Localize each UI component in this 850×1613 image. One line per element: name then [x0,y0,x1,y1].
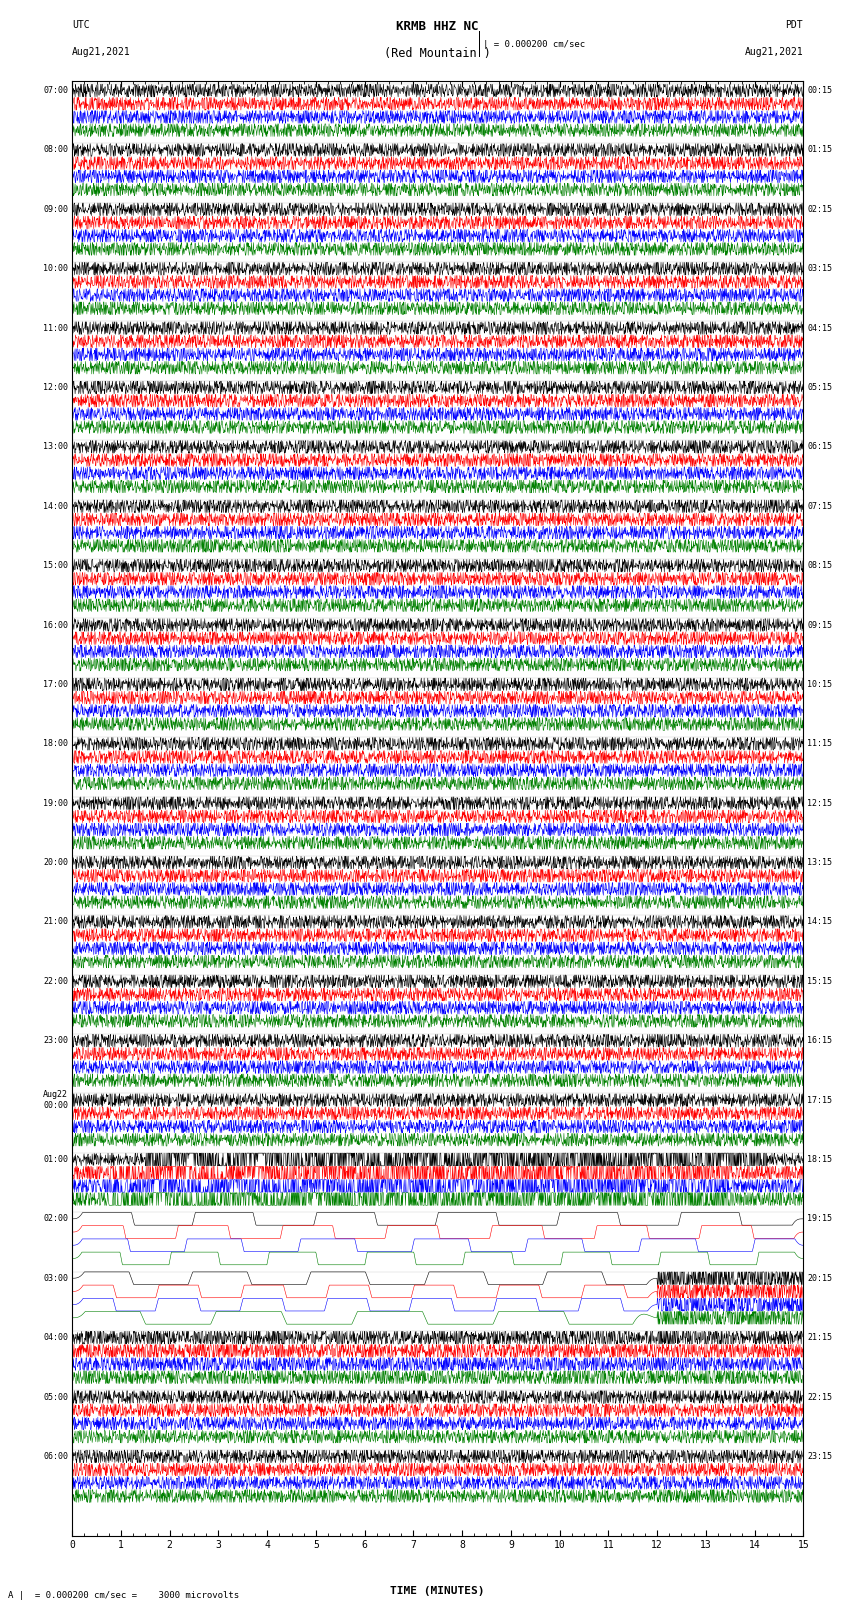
Text: 23:15: 23:15 [808,1452,832,1461]
Text: 06:00: 06:00 [43,1452,68,1461]
Text: 17:00: 17:00 [43,681,68,689]
Text: 08:15: 08:15 [808,561,832,569]
Text: Aug21,2021: Aug21,2021 [72,47,131,56]
Text: 21:00: 21:00 [43,918,68,926]
Text: 03:00: 03:00 [43,1274,68,1282]
Text: 14:15: 14:15 [808,918,832,926]
Text: 02:00: 02:00 [43,1215,68,1223]
Text: 13:15: 13:15 [808,858,832,868]
Text: 21:15: 21:15 [808,1332,832,1342]
Text: 01:15: 01:15 [808,145,832,155]
Text: 09:00: 09:00 [43,205,68,215]
Text: Aug22
00:00: Aug22 00:00 [43,1090,68,1110]
Text: 16:00: 16:00 [43,621,68,629]
Text: 14:00: 14:00 [43,502,68,511]
Text: UTC: UTC [72,19,90,31]
Text: 22:15: 22:15 [808,1392,832,1402]
Text: TIME (MINUTES): TIME (MINUTES) [390,1586,485,1595]
Text: 15:00: 15:00 [43,561,68,569]
Text: 19:15: 19:15 [808,1215,832,1223]
Text: 03:15: 03:15 [808,265,832,273]
Text: 09:15: 09:15 [808,621,832,629]
Text: Aug21,2021: Aug21,2021 [745,47,803,56]
Text: 10:15: 10:15 [808,681,832,689]
Text: 08:00: 08:00 [43,145,68,155]
Text: 20:15: 20:15 [808,1274,832,1282]
Text: 17:15: 17:15 [808,1095,832,1105]
Text: 23:00: 23:00 [43,1036,68,1045]
Text: 11:00: 11:00 [43,324,68,332]
Text: 12:15: 12:15 [808,798,832,808]
Text: 22:00: 22:00 [43,977,68,986]
Text: A |  = 0.000200 cm/sec =    3000 microvolts: A | = 0.000200 cm/sec = 3000 microvolts [8,1590,240,1600]
Text: 04:00: 04:00 [43,1332,68,1342]
Text: 00:15: 00:15 [808,85,832,95]
Text: 18:15: 18:15 [808,1155,832,1165]
Text: 11:15: 11:15 [808,739,832,748]
Text: 04:15: 04:15 [808,324,832,332]
Text: 20:00: 20:00 [43,858,68,868]
Text: (Red Mountain ): (Red Mountain ) [384,47,491,60]
Text: 05:00: 05:00 [43,1392,68,1402]
Text: 05:15: 05:15 [808,382,832,392]
Text: 10:00: 10:00 [43,265,68,273]
Text: 07:15: 07:15 [808,502,832,511]
Text: 16:15: 16:15 [808,1036,832,1045]
Text: KRMB HHZ NC: KRMB HHZ NC [396,19,479,34]
Text: 02:15: 02:15 [808,205,832,215]
Text: 06:15: 06:15 [808,442,832,452]
Text: 07:00: 07:00 [43,85,68,95]
Text: | = 0.000200 cm/sec: | = 0.000200 cm/sec [483,40,585,48]
Text: 12:00: 12:00 [43,382,68,392]
Text: 13:00: 13:00 [43,442,68,452]
Text: 18:00: 18:00 [43,739,68,748]
Text: PDT: PDT [785,19,803,31]
Text: 19:00: 19:00 [43,798,68,808]
Text: 15:15: 15:15 [808,977,832,986]
Text: 01:00: 01:00 [43,1155,68,1165]
